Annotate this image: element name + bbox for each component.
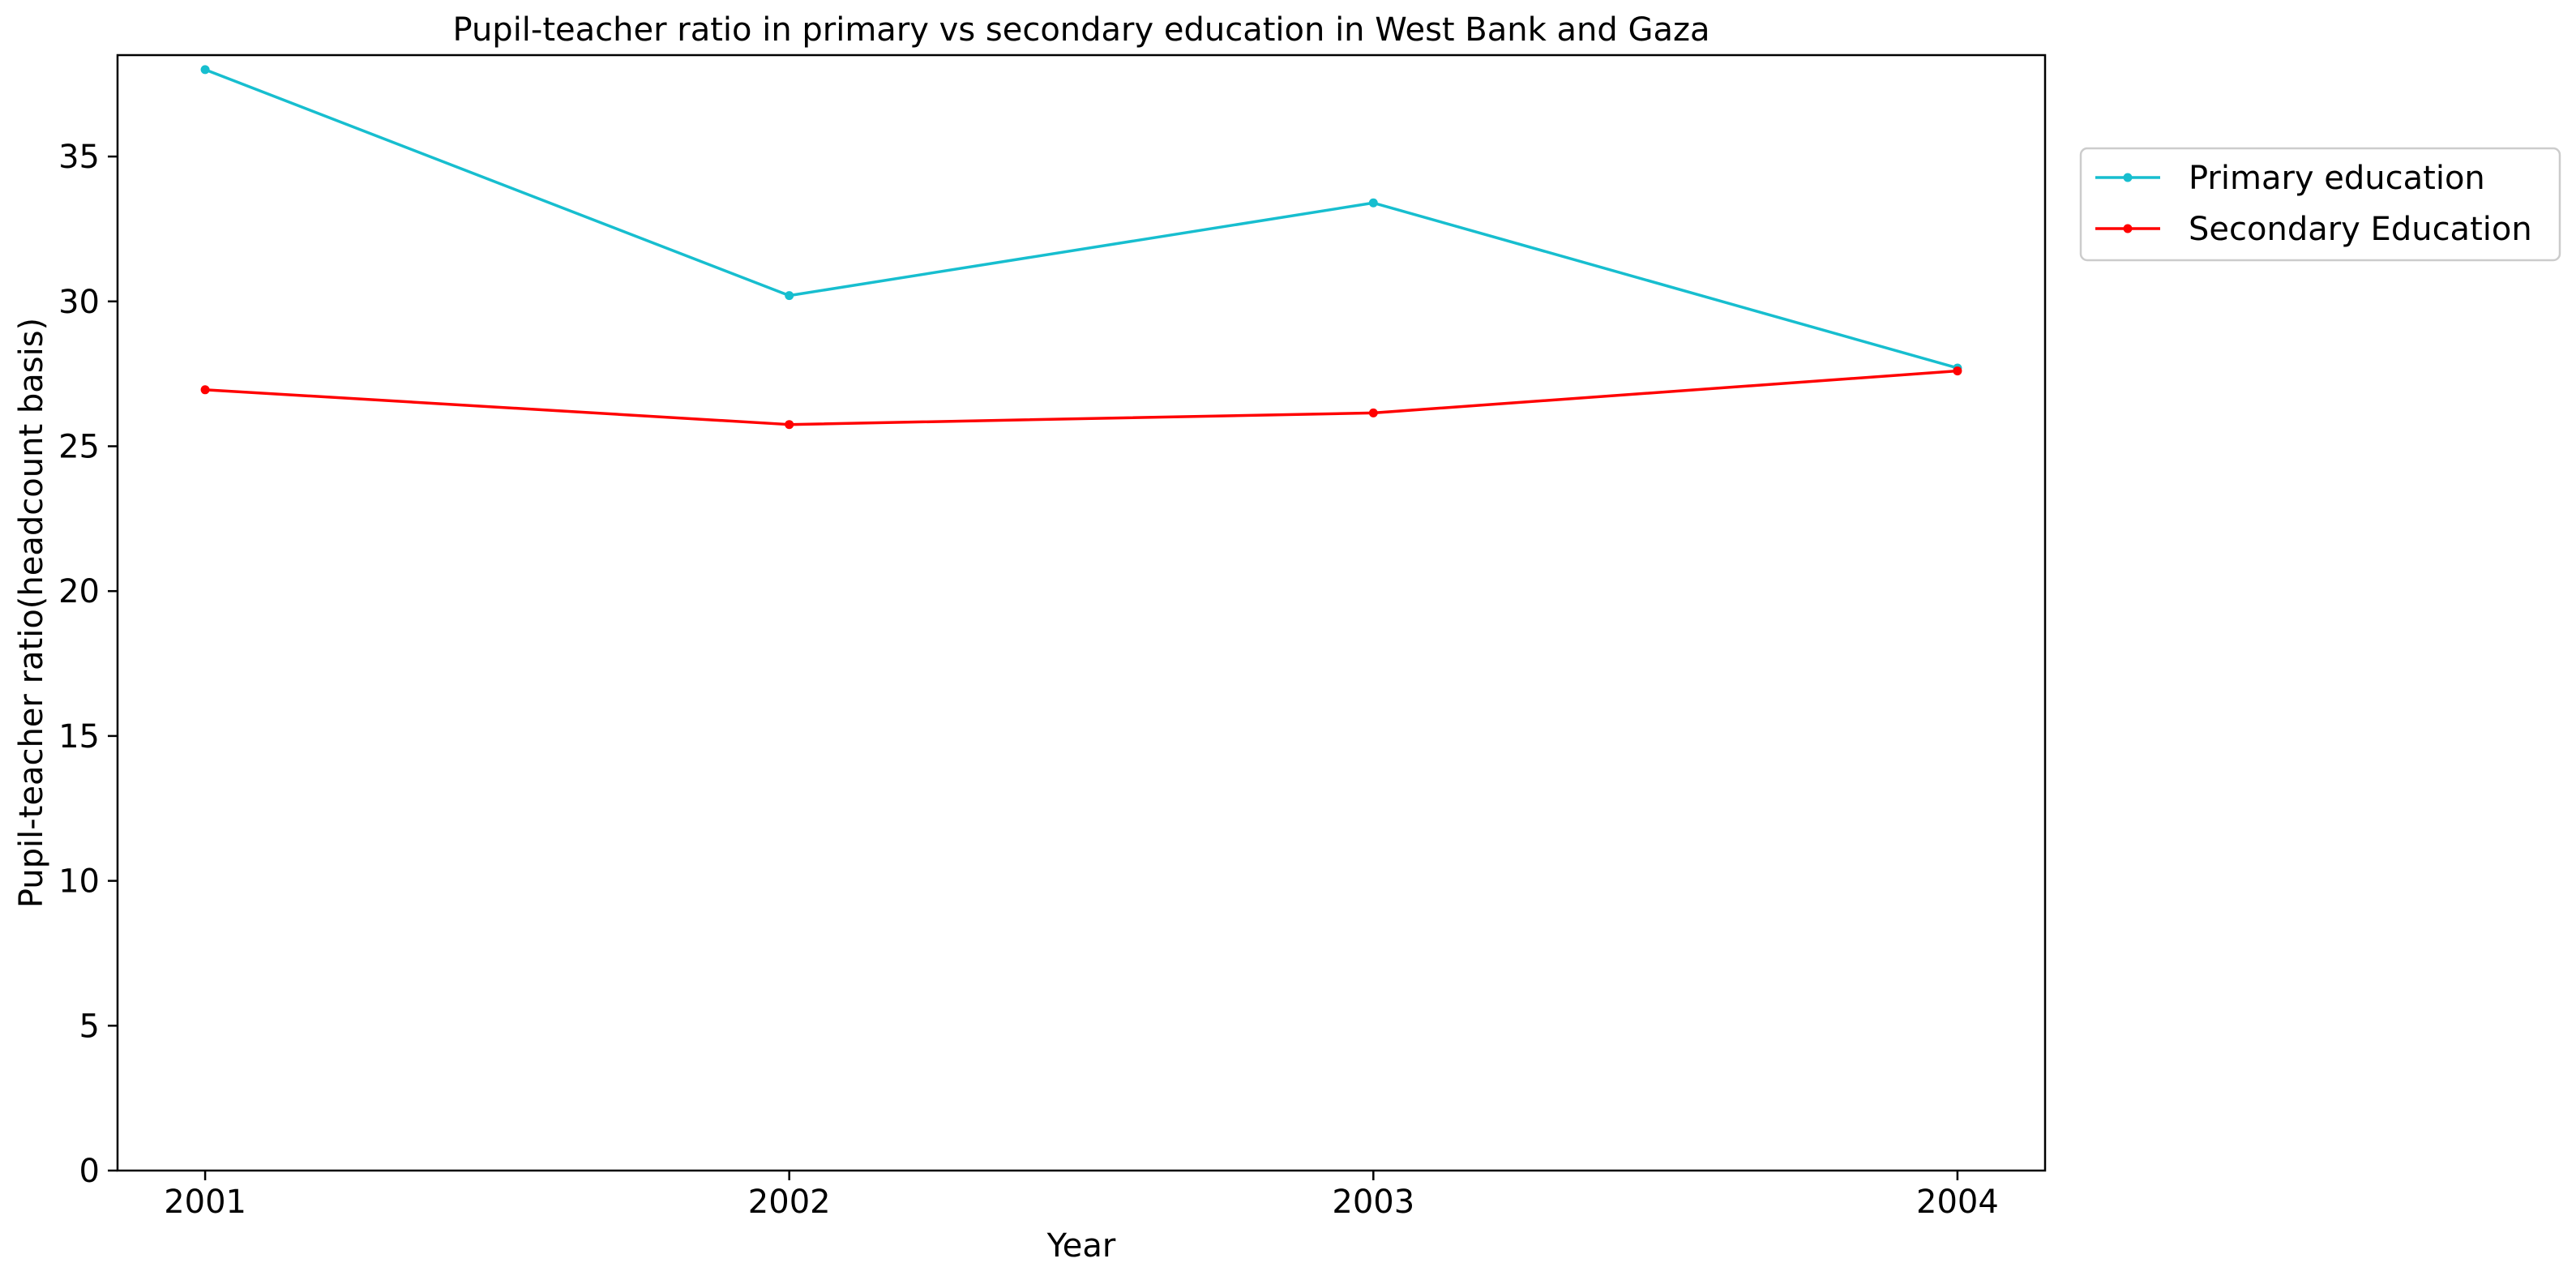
series-layer <box>200 65 1962 430</box>
y-axis-label: Pupil-teacher ratio(headcount basis) <box>13 318 50 908</box>
y-tick-label: 5 <box>79 1008 100 1045</box>
legend: Primary education Secondary Education <box>2079 147 2561 262</box>
x-tick-label: 2002 <box>748 1184 831 1221</box>
data-point-secondary-education <box>1953 366 1962 376</box>
y-tick-label: 25 <box>58 428 100 465</box>
x-tick-label: 2003 <box>1332 1184 1414 1221</box>
y-tick-label: 10 <box>58 863 100 901</box>
data-point-secondary-education <box>1368 408 1378 417</box>
y-axis: 0 5 10 15 20 25 30 35 <box>58 139 118 1190</box>
x-tick-label: 2004 <box>1916 1184 1999 1221</box>
y-tick-label: 20 <box>58 573 100 610</box>
data-point-primary-education <box>1368 198 1378 208</box>
legend-primary-marker <box>2123 173 2133 182</box>
series-line-secondary-education <box>204 369 1958 426</box>
x-axis: 2001 2002 2003 2004 <box>164 1171 1999 1221</box>
y-tick-label: 35 <box>58 139 100 176</box>
legend-secondary-label: Secondary Education <box>2189 211 2532 248</box>
y-tick-label: 0 <box>79 1153 100 1190</box>
y-tick-label: 15 <box>58 718 100 756</box>
legend-box <box>2079 147 2561 262</box>
x-tick-label: 2001 <box>164 1184 246 1221</box>
plot-frame <box>116 54 2047 1172</box>
chart-title: Pupil-teacher ratio in primary vs second… <box>453 11 1710 49</box>
legend-secondary-marker <box>2123 224 2133 233</box>
data-point-secondary-education <box>200 385 210 395</box>
x-axis-label: Year <box>1046 1227 1116 1265</box>
legend-primary-label: Primary education <box>2189 160 2485 197</box>
y-tick-label: 30 <box>58 284 100 321</box>
data-point-primary-education <box>785 291 794 301</box>
data-point-primary-education <box>200 65 210 75</box>
plot-area <box>118 55 2045 1171</box>
data-point-secondary-education <box>785 420 794 430</box>
series-line-primary-education <box>204 68 1958 370</box>
